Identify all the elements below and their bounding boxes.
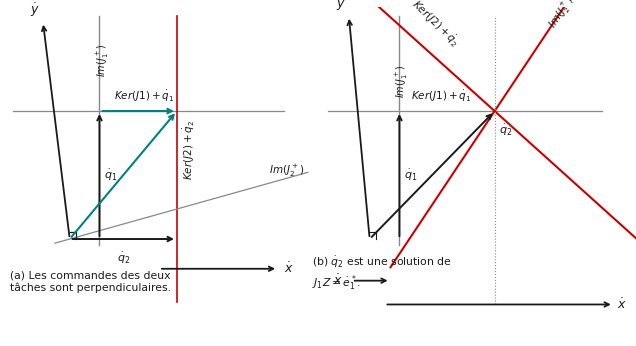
Text: $\dot{q}_2$: $\dot{q}_2$: [499, 123, 513, 138]
Text: $\dot{q}_2$: $\dot{q}_2$: [116, 251, 130, 266]
Text: $Ker(J2) + \dot{q}_2$: $Ker(J2) + \dot{q}_2$: [181, 119, 197, 180]
Text: $Im(J_1^+)$: $Im(J_1^+)$: [394, 65, 410, 98]
Text: $\dot{x}$: $\dot{x}$: [284, 262, 294, 276]
Text: $\dot{q}_1$: $\dot{q}_1$: [404, 167, 417, 183]
Text: $\dot{y}$: $\dot{y}$: [30, 1, 40, 19]
Text: $\dot{q}_1$: $\dot{q}_1$: [104, 167, 118, 183]
Text: $Im(J_2^+)$: $Im(J_2^+)$: [545, 0, 578, 32]
Text: $\dot{x}$: $\dot{x}$: [617, 297, 626, 312]
Text: (a) Les commandes des deux
tâches sont perpendiculaires.: (a) Les commandes des deux tâches sont p…: [10, 270, 170, 293]
Text: $Ker(J1) + \dot{q}_1$: $Ker(J1) + \dot{q}_1$: [114, 89, 174, 104]
Text: $Ker(J1) + \dot{q}_1$: $Ker(J1) + \dot{q}_1$: [411, 89, 472, 104]
Text: (b) $\dot{q}_2$ est une solution de
$J_1 Z = \dot{e}_1^*$.: (b) $\dot{q}_2$ est une solution de $J_1…: [312, 255, 452, 293]
Text: $Im(J_2^+)$: $Im(J_2^+)$: [269, 163, 305, 179]
Text: $Ker(J2) + \dot{q}_2$: $Ker(J2) + \dot{q}_2$: [408, 0, 462, 50]
Text: $\dot{x}$: $\dot{x}$: [333, 273, 343, 288]
Text: $Im(J_1^+)$: $Im(J_1^+)$: [94, 44, 111, 77]
Text: $\dot{y}$: $\dot{y}$: [336, 0, 346, 13]
